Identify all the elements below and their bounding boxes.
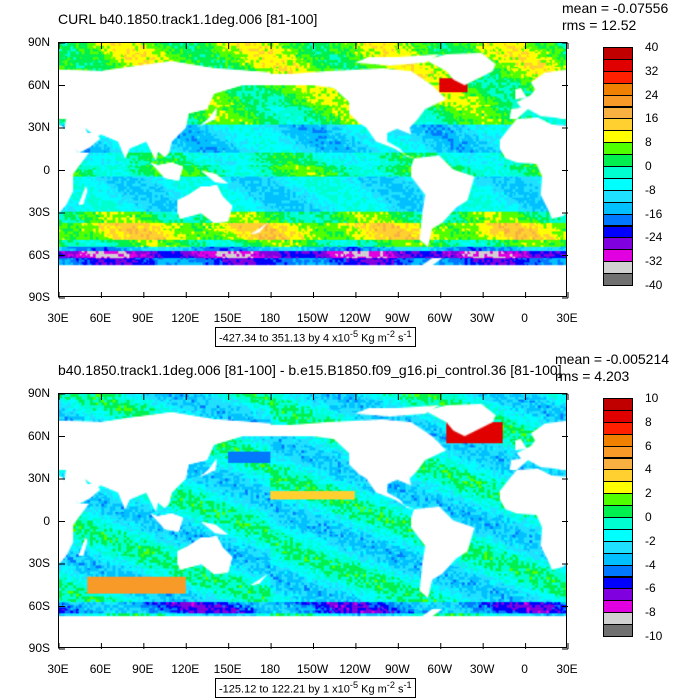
panel1-range-label: -427.34 to 351.13 by 4 x10-5 Kg m-2 s-1 [215,327,416,347]
lon-label: 150W [296,662,329,676]
lat-label: 60N [27,77,50,92]
panel2-axis-ticks [58,393,569,650]
lon-label: 180 [260,311,281,325]
panel2-map [58,393,569,650]
colorbar-label: -8 [645,605,656,620]
lat-label: 30N [27,471,50,485]
lat-label: 30N [27,120,50,134]
colorbar-label: 6 [645,438,652,453]
colorbar-label: 8 [645,414,652,429]
colorbar-label: 24 [645,87,659,102]
colorbar-label: -16 [645,206,663,221]
lon-label: 120E [171,662,200,676]
colorbar-label: 8 [645,135,652,150]
panel1-title: CURL b40.1850.track1.1deg.006 [81-100] [58,11,318,27]
colorbar-label: -4 [645,557,656,572]
lat-label: 90S [28,290,50,304]
lon-label: 120E [171,311,200,325]
colorbar-label: 0 [645,510,652,524]
colorbar-label: 4 [645,462,652,477]
lat-label: 60S [28,598,50,613]
lon-label: 0 [521,662,528,676]
colorbar-label: 32 [645,63,659,78]
lon-label: 30E [556,311,578,325]
lon-label: 30W [469,311,495,325]
lat-label: 60S [28,247,50,262]
colorbar-label: 16 [645,111,659,126]
lon-label: 90W [384,662,410,676]
panel2-range-label: -125.12 to 122.21 by 1 x10-5 Kg m-2 s-1 [215,678,416,698]
lon-label: 120W [339,311,371,325]
lon-label: 30E [47,311,69,325]
lat-label: 30S [28,556,50,570]
panel2-colorbar: 10 8 6 4 2 0 -2 -4 -6 -8 -10 [603,391,662,643]
panel1-rms: rms = 12.52 [562,17,637,33]
lat-label: 30S [28,205,50,219]
lat-label: 0 [43,513,50,528]
panel1-axis-ticks [58,42,569,299]
lon-label: 150W [296,311,329,325]
colorbar-label: -40 [645,278,663,292]
colorbar-label: -2 [645,533,656,548]
lon-label: 150E [213,311,242,325]
lon-label: 120W [339,662,371,676]
panel2-title: b40.1850.track1.1deg.006 [81-100] - b.e1… [58,362,562,378]
colorbar-label: -24 [645,230,663,245]
lon-label: 180 [260,662,281,676]
lat-label: 0 [43,162,50,177]
lat-label: 90N [27,35,50,49]
lon-label: 0 [521,311,528,325]
lon-label: 90E [132,662,154,676]
colorbar-box [603,273,633,286]
lon-label: 150E [213,662,242,676]
colorbar-label: 2 [645,486,652,501]
colorbar-label: 40 [645,40,659,54]
panel2-mean: mean = -0.005214 [555,351,670,367]
colorbar-label: -6 [645,581,656,596]
lon-label: 60W [427,311,453,325]
colorbar-label: 10 [645,391,659,405]
panel2-rms: rms = 4.203 [555,368,630,384]
lon-label: 90W [384,311,410,325]
colorbar-label: -32 [645,254,663,269]
panel2-contour-field [59,394,566,647]
lon-label: 60E [89,662,112,676]
panel1-colorbar: 40 32 24 16 8 0 -8 -16 -24 -32 -40 [603,40,662,292]
lon-label: 90E [132,311,154,325]
panel1-map [58,42,569,299]
panel1-mean: mean = -0.07556 [562,0,669,16]
lon-label: 60W [427,662,453,676]
colorbar-label: -8 [645,182,656,197]
lat-label: 60N [27,428,50,443]
lon-label: 30E [556,662,578,676]
lon-label: 30W [469,662,495,676]
panel1-contour-field [59,43,566,296]
lon-label: 60E [89,311,112,325]
lon-label: 30E [47,662,69,676]
colorbar-label: 0 [645,159,652,173]
colorbar-label: -10 [645,629,663,643]
colorbar-box [603,624,633,637]
lat-label: 90N [27,386,50,400]
lat-label: 90S [28,641,50,655]
